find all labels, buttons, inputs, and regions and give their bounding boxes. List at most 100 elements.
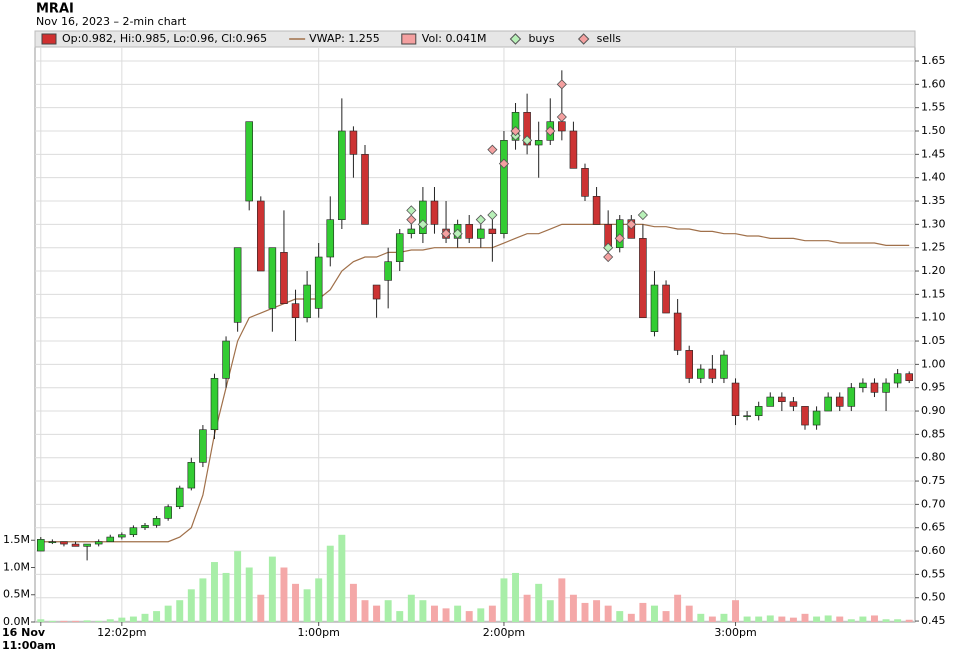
y-tick-label: 0.90 <box>921 404 946 417</box>
candle-body <box>326 219 335 258</box>
vwap-line <box>40 223 910 543</box>
y-tick-label: 0.65 <box>921 521 946 534</box>
candle-body <box>465 224 473 239</box>
legend-swatch <box>401 33 417 45</box>
y-tick-label: 0.60 <box>921 544 946 557</box>
candle-body <box>118 534 126 538</box>
candle-body <box>280 252 288 304</box>
volume-bar <box>836 616 844 622</box>
volume-bar <box>222 572 230 622</box>
volume-bar <box>604 605 612 622</box>
volume-bar <box>535 583 543 622</box>
candle-body <box>430 200 439 225</box>
candle-body <box>233 247 242 323</box>
sell-marker <box>626 219 637 230</box>
candle-body <box>673 312 682 351</box>
volume-bar <box>83 620 91 622</box>
sell-marker <box>498 158 510 169</box>
sell-marker <box>487 144 498 155</box>
candle-body <box>639 238 647 318</box>
chart-title: MRAI <box>36 2 74 17</box>
candle-body <box>558 121 566 132</box>
volume-bar <box>384 600 392 622</box>
candle-body <box>83 543 91 547</box>
volume-bar <box>477 608 485 622</box>
volume-bar <box>905 619 913 622</box>
volume-bar <box>37 619 45 622</box>
volume-bar <box>95 620 103 622</box>
volume-bar <box>199 578 207 622</box>
y-tick-label: 1.15 <box>921 287 946 300</box>
sell-marker <box>545 125 556 137</box>
x-tick-label: 2:00pm <box>483 626 525 639</box>
volume-bar <box>211 562 218 622</box>
sell-marker <box>614 233 625 244</box>
volume-bar <box>813 616 821 622</box>
y-tick-label: 1.00 <box>921 357 946 370</box>
candle-body <box>859 382 867 389</box>
volume-bar <box>685 605 693 622</box>
legend-label: buys <box>528 32 554 45</box>
candle-body <box>569 130 578 169</box>
volume-bar <box>106 619 114 622</box>
volume-bar <box>743 616 751 622</box>
candle-body <box>870 382 879 393</box>
candle-body <box>384 261 392 281</box>
y-tick-label: 1.60 <box>921 77 946 90</box>
buy-marker <box>487 209 498 221</box>
candle-body <box>824 396 832 412</box>
candle-body <box>94 541 103 545</box>
candle-body <box>152 518 161 526</box>
volume-bar <box>454 605 462 622</box>
legend-label: VWAP: 1.255 <box>309 32 380 45</box>
candle-body <box>349 130 358 155</box>
volume-bar <box>338 534 346 622</box>
y-tick-label: 1.40 <box>921 171 946 184</box>
candle-body <box>581 168 589 197</box>
candle-body <box>395 233 404 262</box>
candle-body <box>199 429 207 463</box>
candle-body <box>419 200 427 234</box>
candle-body <box>37 539 45 552</box>
sell-marker <box>406 214 417 225</box>
volume-bar <box>512 572 519 622</box>
y-tick-label: 1.65 <box>921 54 946 67</box>
volume-bar <box>662 611 670 622</box>
candle-body <box>754 406 763 417</box>
candle-body <box>743 415 751 418</box>
legend-swatch <box>577 33 590 45</box>
volume-bar <box>396 611 404 622</box>
volume-bar <box>708 616 716 622</box>
candle-body <box>268 247 277 309</box>
y-tick-label: 0.75 <box>921 474 946 487</box>
candle-body <box>893 373 902 384</box>
x-tick-label: 16 Nov 11:00am <box>2 626 56 652</box>
candle-body <box>835 396 844 407</box>
volume-bar <box>871 615 878 622</box>
volume-bar <box>859 616 867 622</box>
y-tick-label: 0.45 <box>921 614 946 627</box>
volume-bar <box>349 583 357 622</box>
volume-bar <box>257 594 265 622</box>
volume-bar <box>419 600 427 622</box>
volume-bar <box>361 600 369 622</box>
volume-bar <box>153 611 161 622</box>
y-tick-label: 1.30 <box>921 217 946 230</box>
candle-body <box>778 396 786 403</box>
legend-bar <box>34 30 916 48</box>
buy-marker <box>637 209 648 221</box>
y-tick-label: 0.55 <box>921 567 946 580</box>
volume-bar <box>639 602 647 622</box>
candle-body <box>164 506 172 519</box>
candle-body <box>175 487 184 508</box>
legend-label: Vol: 0.041M <box>422 32 487 45</box>
candle-body <box>697 368 705 379</box>
buy-marker <box>417 219 428 230</box>
candle-body <box>592 196 601 225</box>
volume-bar <box>616 611 624 622</box>
legend-label: Op:0.982, Hi:0.985, Lo:0.96, Cl:0.965 <box>62 32 267 45</box>
sell-marker <box>603 251 614 263</box>
volume-bar <box>697 613 705 622</box>
candle-body <box>245 121 253 202</box>
volume-bar <box>431 605 438 622</box>
